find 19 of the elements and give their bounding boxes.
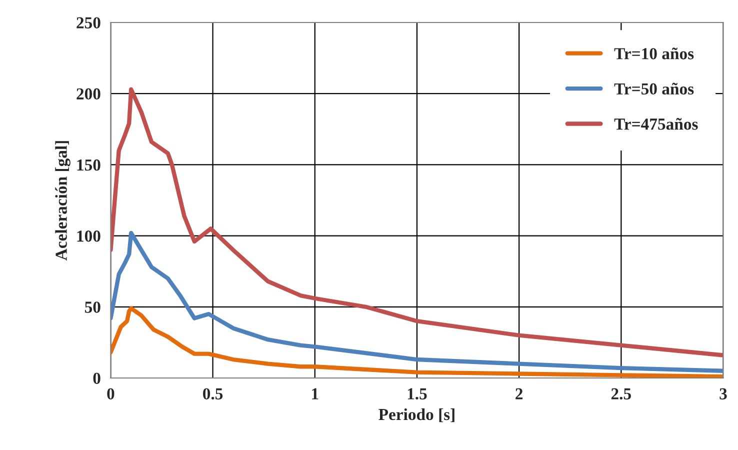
legend-label: Tr=10 años	[614, 48, 694, 60]
y-tick-label: 100	[77, 230, 100, 242]
y-tick-label: 0	[93, 372, 100, 384]
line-series	[110, 230, 724, 373]
x-tick-label: 0.5	[203, 388, 223, 400]
x-tick-label: 1	[312, 388, 318, 400]
y-tick-label: 250	[76, 17, 100, 28]
x-tick-label: 0	[107, 388, 114, 400]
x-tick-label: 2.5	[611, 388, 631, 400]
y-axis-title: Aceleración [gal]	[55, 141, 70, 260]
y-tick-label: 50	[84, 302, 100, 313]
x-tick-label: 1.5	[408, 388, 427, 400]
x-tick-label: 3	[720, 388, 727, 400]
y-tick-label: 150	[77, 159, 100, 171]
legend-label: Tr=50 años	[614, 82, 694, 95]
x-tick-label: 2	[516, 388, 523, 400]
x-axis-title: Periodo [s]	[378, 408, 454, 422]
legend-label: Tr=475años	[614, 118, 698, 130]
y-tick-label: 200	[76, 88, 100, 100]
